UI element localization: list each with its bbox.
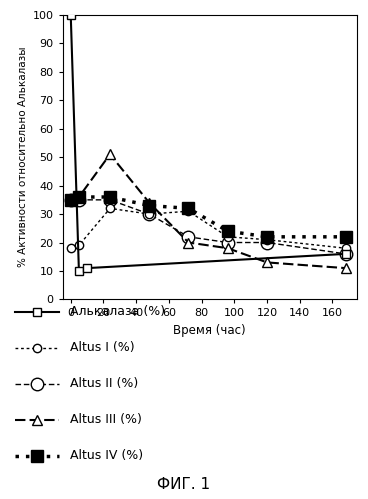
Y-axis label: % Активности относительно Алькалазы: % Активности относительно Алькалазы xyxy=(18,47,28,267)
X-axis label: Время (час): Время (час) xyxy=(173,324,246,337)
Text: Altus IV (%): Altus IV (%) xyxy=(70,449,143,462)
Text: Altus II (%): Altus II (%) xyxy=(70,377,138,390)
Text: ФИГ. 1: ФИГ. 1 xyxy=(158,477,210,492)
Text: Altus I (%): Altus I (%) xyxy=(70,341,135,354)
Text: Алькалаза (%): Алькалаза (%) xyxy=(70,305,165,318)
Text: Altus III (%): Altus III (%) xyxy=(70,413,142,426)
